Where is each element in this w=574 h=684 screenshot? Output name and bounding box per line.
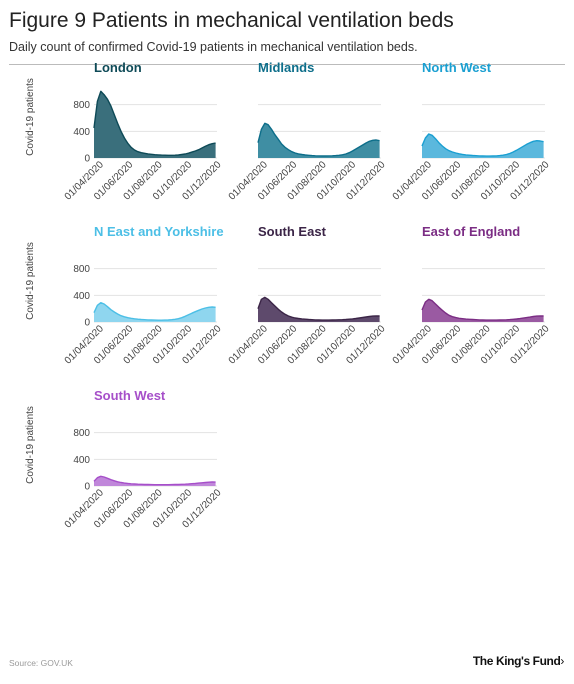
series-line-south-east (257, 296, 380, 321)
header-divider (9, 64, 565, 65)
y-tick-label: 0 (84, 482, 90, 493)
y-tick-label: 0 (84, 154, 90, 165)
y-axis-label: Covid-19 patients (25, 406, 36, 484)
series-line-n-east-and-yorkshire (93, 302, 216, 321)
series-area-north-west (422, 134, 544, 158)
y-axis-label: Covid-19 patients (25, 78, 36, 156)
series-area-midlands (258, 123, 380, 158)
series-line-south-west (93, 475, 216, 486)
figure-title: Figure 9 Patients in mechanical ventilat… (9, 9, 454, 32)
source-note: Source: GOV.UK (9, 658, 73, 668)
y-tick-label: 800 (73, 428, 90, 439)
series-area-south-east (258, 297, 380, 322)
series-line-london (93, 90, 216, 156)
y-tick-label: 800 (73, 100, 90, 111)
series-area-n-east-and-yorkshire (94, 302, 216, 322)
panel-title-south-west: South West (94, 388, 166, 403)
kings-fund-logo: The King's Fund› (473, 654, 564, 668)
series-line-midlands (257, 122, 380, 157)
logo-text: The King's Fund (472, 654, 561, 668)
series-line-north-west (421, 133, 544, 157)
panel-title-north-west: North West (422, 60, 492, 75)
series-area-london (94, 91, 216, 158)
y-axis-label: Covid-19 patients (25, 242, 36, 320)
y-tick-label: 400 (73, 455, 90, 466)
panel-title-n-east-and-yorkshire: N East and Yorkshire (94, 224, 224, 239)
logo-chevron-icon: › (560, 654, 564, 668)
panel-title-midlands: Midlands (258, 60, 314, 75)
panel-title-london: London (94, 60, 142, 75)
y-tick-label: 400 (73, 127, 90, 138)
panel-title-south-east: South East (258, 224, 327, 239)
panel-title-east-of-england: East of England (422, 224, 520, 239)
y-tick-label: 400 (73, 291, 90, 302)
y-tick-label: 0 (84, 318, 90, 329)
figure-subtitle: Daily count of confirmed Covid-19 patien… (9, 40, 418, 54)
series-area-east-of-england (422, 299, 544, 322)
y-tick-label: 800 (73, 264, 90, 275)
series-line-east-of-england (421, 298, 544, 321)
